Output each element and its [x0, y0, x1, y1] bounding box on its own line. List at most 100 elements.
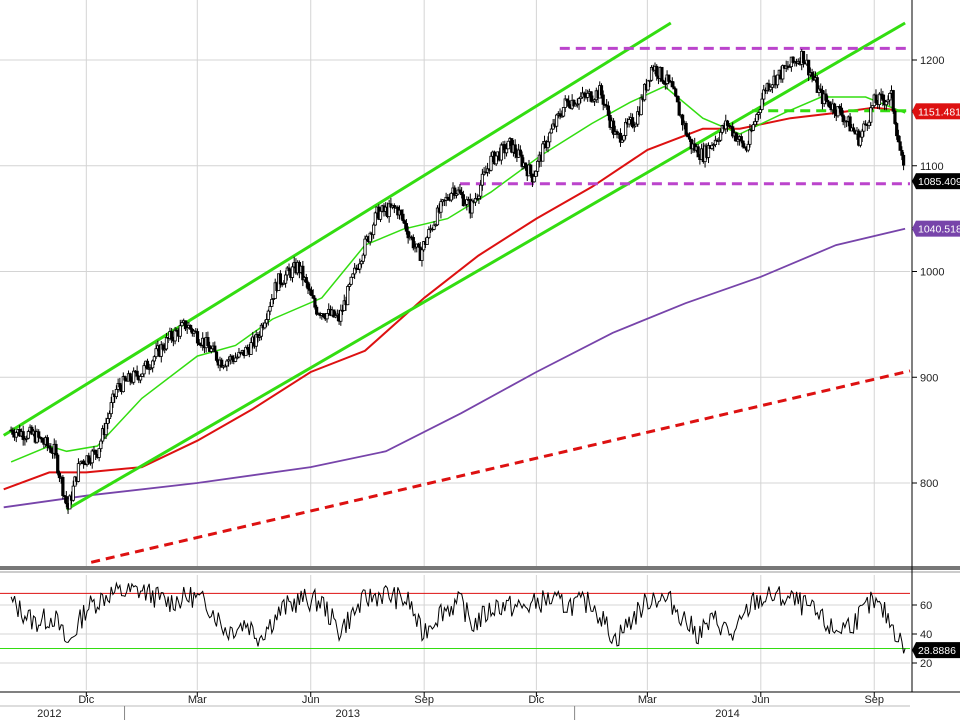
price-candle-body [563, 98, 567, 108]
price-candle-body [877, 93, 882, 106]
price-candle-body [54, 443, 58, 456]
price-candle-body [734, 132, 738, 142]
value-labels: 1151.481 1085.409 1040.518 28.8886 [912, 103, 960, 659]
price-candle-body [589, 91, 593, 102]
price-candle-body [489, 155, 493, 171]
price-candle-body [549, 128, 554, 134]
price-candle-body [403, 220, 407, 224]
price-candle-body [888, 92, 892, 101]
price-candle-body [244, 347, 248, 357]
price-candle-body [541, 143, 545, 162]
price-candle-body [213, 345, 217, 353]
price-candle-body [90, 450, 94, 464]
price-candle-body [180, 322, 184, 327]
price-candle-body [762, 89, 766, 100]
price-candle-body [373, 212, 377, 226]
price-candle-body [135, 370, 139, 377]
price-candle-body [64, 496, 68, 505]
price-candle-body [416, 243, 421, 248]
price-candle-body [387, 203, 391, 217]
price-candle-body [392, 205, 396, 208]
price-candle-body [290, 266, 295, 278]
price-candle-body [767, 83, 771, 91]
price-candle-body [161, 344, 165, 350]
label-mid-average-pointer [912, 103, 916, 120]
price-candle-body [159, 344, 163, 357]
price-candle-body [743, 146, 747, 149]
price-candle-body [725, 120, 730, 126]
price-candle-body [900, 149, 904, 156]
price-candle-body [475, 198, 479, 200]
price-candle-body [45, 437, 49, 447]
price-candle-body [404, 223, 409, 232]
price-candle-body [435, 207, 440, 226]
price-candle-body [717, 139, 721, 142]
y-tick-label: 1200 [920, 55, 944, 67]
price-candle-body [26, 431, 30, 439]
oscillator-panel [0, 581, 910, 654]
price-candle-body [334, 315, 338, 318]
price-candle-body [359, 260, 364, 265]
panel-separator [0, 566, 960, 573]
price-candle-body [14, 432, 18, 438]
price-candle-body [30, 426, 34, 435]
price-candle-body [453, 187, 457, 196]
label-long-average-box [916, 220, 960, 237]
price-candle-body [819, 88, 823, 91]
price-candle-body [534, 170, 538, 177]
price-candle-body [674, 88, 678, 97]
price-candle-body [560, 115, 564, 118]
channel-lower-line [65, 21, 906, 511]
price-candle-body [411, 237, 415, 249]
price-candle-body [684, 122, 688, 135]
price-candle-body [801, 50, 806, 64]
price-candle-body [592, 99, 597, 102]
price-candle-body [432, 224, 436, 230]
price-candle-body [520, 154, 524, 167]
price-candle-body [63, 495, 67, 497]
price-candle-body [195, 331, 200, 344]
price-candle-body [532, 176, 536, 183]
price-candle-body [858, 136, 863, 146]
price-candle-body [425, 237, 429, 245]
label-mid-average-box [916, 103, 960, 120]
price-candle-body [463, 203, 467, 207]
x-tick-label: Jun [302, 694, 320, 706]
price-candle-body [420, 249, 424, 261]
support-trend-line [90, 369, 911, 564]
price-candle-body [860, 130, 864, 138]
price-candle-body [145, 360, 150, 370]
price-candle-body [891, 90, 895, 112]
price-candle-body [372, 224, 376, 236]
price-candle-body [154, 348, 158, 358]
price-candle-body [567, 100, 571, 107]
price-candle-body [677, 101, 681, 116]
price-candle-body [315, 306, 319, 315]
y-tick-label: 1100 [920, 161, 944, 173]
price-candle-body [575, 103, 579, 106]
price-candle-body [173, 329, 177, 342]
price-candle-body [99, 440, 103, 450]
price-candle-body [565, 98, 569, 102]
price-candle-body [87, 455, 91, 463]
price-candle-body [896, 135, 901, 143]
price-candle-body [346, 286, 350, 306]
price-candle-body [643, 83, 647, 101]
price-candle-body [214, 351, 219, 361]
price-candle-body [632, 125, 636, 128]
price-candle-body [266, 310, 270, 320]
price-candle-body [258, 335, 262, 338]
price-candle-body [893, 110, 897, 124]
price-candle-body [282, 282, 286, 285]
price-candle-body [869, 107, 873, 123]
price-candle-body [630, 117, 635, 128]
price-candle-body [870, 105, 875, 109]
price-candle-body [283, 274, 288, 284]
price-candle-body [655, 65, 659, 77]
price-candle-body [308, 288, 312, 291]
price-candle-body [94, 449, 98, 455]
label-oscillator-text: 28.8886 [918, 645, 956, 657]
price-candle-body [149, 367, 153, 370]
price-candle-body [561, 107, 566, 117]
